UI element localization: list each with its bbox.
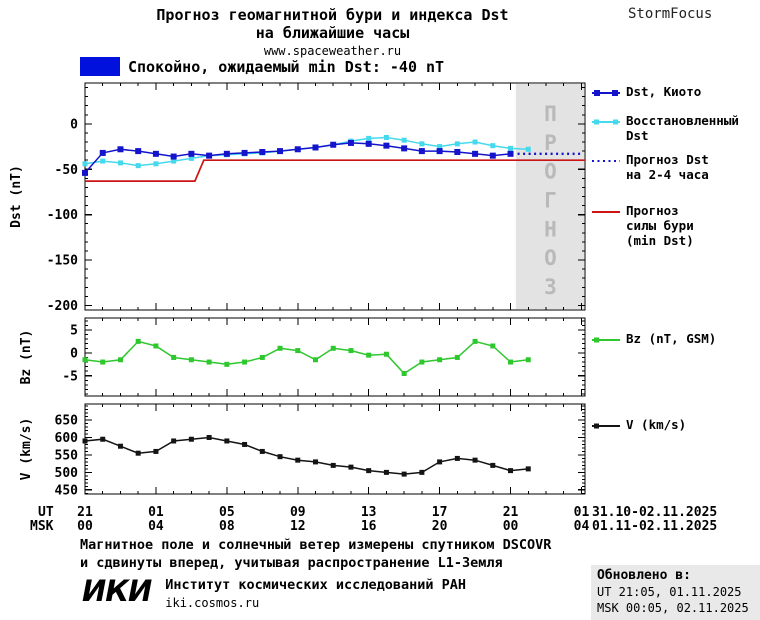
svg-text:UT: UT <box>38 505 54 520</box>
svg-text:Dst (nT): Dst (nT) <box>9 165 24 228</box>
dst-kyoto-marker-icon <box>592 90 620 96</box>
brand-label: StormFocus <box>628 6 713 22</box>
svg-text:17: 17 <box>432 505 448 520</box>
svg-text:04: 04 <box>148 519 164 534</box>
svg-text:5: 5 <box>70 323 78 338</box>
svg-text:05: 05 <box>219 505 235 520</box>
v-marker-icon <box>592 423 620 429</box>
svg-text:Н: Н <box>544 217 557 241</box>
svg-text:О: О <box>544 246 557 270</box>
svg-text:21: 21 <box>503 505 519 520</box>
forecast-storm-marker-icon <box>592 211 620 213</box>
legend-label-v: V (km/s) <box>626 417 687 432</box>
svg-text:09: 09 <box>290 505 306 520</box>
svg-text:08: 08 <box>219 519 235 534</box>
svg-text:П: П <box>544 102 557 126</box>
svg-text:21: 21 <box>77 505 93 520</box>
svg-text:00: 00 <box>77 519 93 534</box>
svg-text:31.10-02.11.2025: 31.10-02.11.2025 <box>592 505 717 520</box>
svg-text:00: 00 <box>503 519 519 534</box>
svg-text:Р: Р <box>544 131 557 155</box>
svg-text:-5: -5 <box>62 369 78 384</box>
svg-text:Bz (nT): Bz (nT) <box>19 330 34 385</box>
svg-text:0: 0 <box>70 346 78 361</box>
svg-text:V (km/s): V (km/s) <box>19 418 34 481</box>
svg-text:-100: -100 <box>47 208 78 223</box>
header: Прогноз геомагнитной бури и индекса Dst … <box>80 6 585 58</box>
legend-item-reconstructed: Восстановленный Dst <box>592 113 739 143</box>
svg-text:16: 16 <box>361 519 377 534</box>
svg-text:01: 01 <box>574 505 590 520</box>
svg-text:12: 12 <box>290 519 306 534</box>
measurement-note: Магнитное поле и солнечный ветер измерен… <box>80 537 552 571</box>
page-title: Прогноз геомагнитной бури и индекса Dst <box>156 6 509 24</box>
legend-item-v: V (km/s) <box>592 417 686 432</box>
svg-text:01.11-02.11.2025: 01.11-02.11.2025 <box>592 519 717 534</box>
legend-item-bz: Bz (nT, GSM) <box>592 331 716 346</box>
legend-item-dst-kyoto: Dst, Киото <box>592 84 701 99</box>
legend-label-bz: Bz (nT, GSM) <box>626 331 717 346</box>
svg-text:-50: -50 <box>55 163 79 178</box>
legend-label-reconstructed: Восстановленный Dst <box>626 113 739 143</box>
forecast-dst-marker-icon <box>592 160 620 162</box>
updated-panel: Обновлено в: UT 21:05, 01.11.2025 MSK 00… <box>591 565 760 620</box>
svg-text:600: 600 <box>55 431 79 446</box>
status-color-swatch <box>80 57 120 76</box>
legend-label-dst-kyoto: Dst, Киото <box>626 84 702 99</box>
svg-text:0: 0 <box>70 117 78 132</box>
svg-text:20: 20 <box>432 519 448 534</box>
bz-marker-icon <box>592 337 620 343</box>
svg-text:О: О <box>544 160 557 184</box>
svg-text:550: 550 <box>55 448 79 463</box>
svg-text:01: 01 <box>148 505 164 520</box>
svg-text:04: 04 <box>574 519 590 534</box>
status-text: Спокойно, ожидаемый min Dst: -40 nT <box>128 57 445 76</box>
updated-label: Обновлено в: <box>597 568 691 583</box>
legend-label-forecast-dst: Прогноз Dst на 2-4 часа <box>626 152 709 182</box>
spaceweather-link[interactable]: www.spaceweather.ru <box>263 44 402 58</box>
legend-item-forecast-storm: Прогноз силы бури (min Dst) <box>592 203 694 248</box>
institute-block: ИКИ Институт космических исследований РА… <box>82 575 466 610</box>
page-subtitle: на ближайшие часы <box>255 24 410 42</box>
reconstructed-marker-icon <box>592 119 620 125</box>
institute-name: Институт космических исследований РАН <box>165 577 466 593</box>
svg-text:Г: Г <box>544 189 557 213</box>
svg-text:-150: -150 <box>47 254 78 269</box>
svg-text:MSK: MSK <box>30 519 54 534</box>
status-banner: Спокойно, ожидаемый min Dst: -40 nT <box>80 57 444 76</box>
svg-text:З: З <box>544 275 557 299</box>
svg-text:650: 650 <box>55 414 79 429</box>
updated-msk: MSK 00:05, 02.11.2025 <box>597 601 749 615</box>
legend-item-forecast-dst: Прогноз Dst на 2-4 часа <box>592 152 709 182</box>
institute-info: Институт космических исследований РАН ik… <box>165 575 466 610</box>
iki-site-link[interactable]: iki.cosmos.ru <box>165 596 260 610</box>
svg-text:13: 13 <box>361 505 377 520</box>
svg-text:450: 450 <box>55 483 79 498</box>
updated-ut: UT 21:05, 01.11.2025 <box>597 585 742 599</box>
iki-logo: ИКИ <box>82 574 152 608</box>
svg-text:-200: -200 <box>47 299 78 314</box>
legend-label-forecast-storm: Прогноз силы бури (min Dst) <box>626 203 694 248</box>
svg-text:500: 500 <box>55 466 79 481</box>
